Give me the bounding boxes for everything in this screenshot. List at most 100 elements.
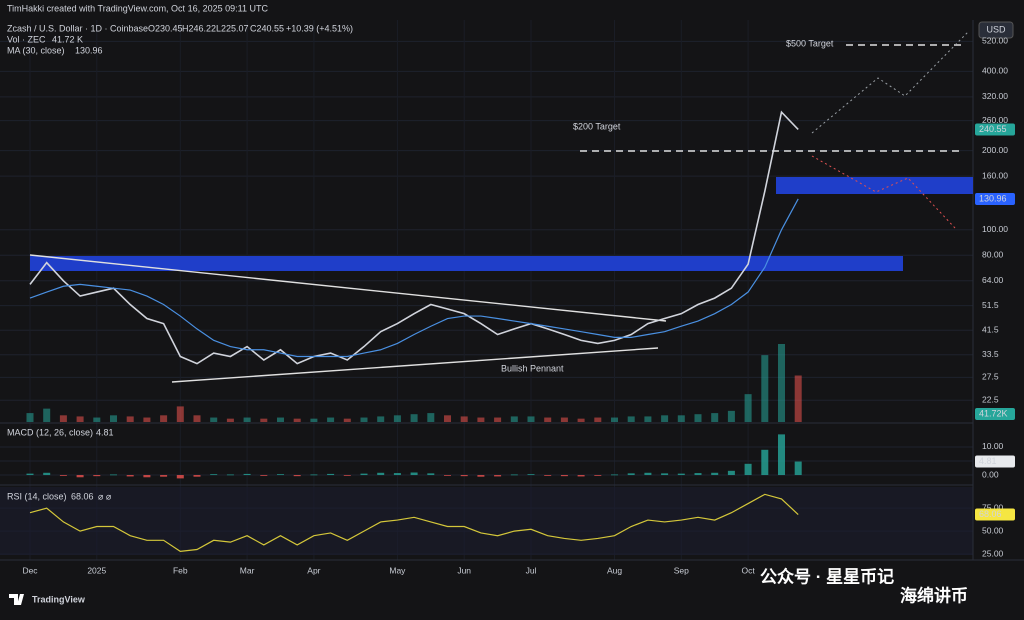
y-tick-label: 33.5 — [982, 349, 999, 359]
macd-bar — [59, 475, 67, 476]
pennant-upper — [29, 254, 667, 322]
volume-bar — [744, 394, 752, 422]
macd-bar — [210, 474, 218, 476]
volume-bar — [126, 416, 134, 422]
volume-bar — [627, 416, 635, 422]
volume-bar — [360, 417, 368, 422]
macd-bar — [360, 473, 368, 476]
pennant-lower — [171, 347, 659, 383]
rsi-band — [0, 487, 973, 555]
macd-bar — [527, 474, 535, 476]
macd-bar — [577, 475, 585, 477]
volume-bar — [110, 415, 117, 422]
y-tick-label: 100.00 — [982, 224, 1008, 234]
currency-label[interactable]: USD — [986, 24, 1006, 34]
price-badge — [975, 455, 1015, 468]
price-badge — [975, 508, 1015, 521]
logo-icon — [9, 594, 24, 605]
volume-bar — [176, 406, 184, 422]
macd-bar — [677, 473, 685, 476]
credit: TimHakki created with TradingView.com, O… — [7, 3, 268, 13]
legend-ma-value: 130.96 — [75, 45, 103, 55]
macd-bar — [343, 475, 351, 476]
x-tick-label: Jun — [457, 565, 471, 575]
macd-bar — [277, 474, 284, 476]
macd-bar — [160, 475, 168, 477]
currency-button[interactable] — [978, 21, 1014, 39]
legend-volume: Vol · ZEC — [7, 34, 46, 44]
macd-bar — [460, 475, 468, 477]
macd-bar — [494, 475, 502, 477]
volume-bar — [711, 413, 719, 422]
volume-bar — [560, 417, 568, 422]
annotation: Bullish Pennant — [501, 363, 564, 373]
legend-open: O230.45 — [148, 23, 183, 33]
marks — [26, 110, 802, 552]
volume-bar — [510, 416, 518, 422]
macd-bar — [310, 474, 318, 476]
volume-bar — [494, 417, 502, 422]
volume-bar — [226, 418, 234, 422]
x-tick-label: Feb — [173, 565, 188, 575]
y-tick-label: 10.00 — [982, 441, 1004, 451]
macd-bar — [377, 472, 385, 476]
y-tick-label: 80.00 — [982, 250, 1004, 260]
macd-bar — [444, 475, 451, 476]
macd-bar — [243, 473, 251, 476]
series-line — [29, 198, 799, 358]
watermark: 公众号 · 星星币记 — [760, 566, 894, 586]
resistance-zone — [776, 177, 973, 194]
volume-bar — [260, 418, 268, 422]
macd-bar — [627, 473, 635, 476]
macd-bar — [393, 473, 401, 476]
macd-bar — [711, 472, 719, 476]
macd-bar — [126, 475, 134, 477]
macd-bar — [43, 472, 51, 476]
y-tick-label: 320.00 — [982, 91, 1008, 101]
volume-bar — [577, 418, 585, 422]
macd-bar — [761, 449, 769, 476]
volume-bar — [293, 418, 301, 422]
macd-bar — [594, 475, 602, 476]
annotation: $200 Target — [573, 121, 621, 131]
macd-bar — [26, 473, 34, 476]
y-tick-label: 160.00 — [982, 170, 1008, 180]
macd-bar — [727, 470, 735, 476]
macd-bar — [778, 434, 785, 476]
y-tick-label: 64.00 — [982, 275, 1004, 285]
macd-bar — [477, 475, 485, 477]
bearish-projection — [811, 155, 956, 229]
macd-bar — [544, 475, 552, 476]
y-tick-label: 520.00 — [982, 36, 1008, 46]
macd-bar — [260, 475, 268, 476]
rsi-title: RSI (14, close) — [7, 491, 67, 501]
volume-bar — [76, 416, 84, 422]
macd-bar — [293, 475, 301, 477]
macd-bar — [143, 475, 151, 478]
macd-bar — [93, 475, 101, 477]
annotation: $500 Target — [786, 38, 834, 48]
y-tick-label: 400.00 — [982, 66, 1008, 76]
x-tick-label: 2025 — [87, 565, 106, 575]
support-zone — [30, 256, 903, 271]
volume-bar — [611, 417, 618, 422]
volume-bar — [527, 416, 535, 422]
volume-bar — [727, 410, 735, 422]
macd-bar — [327, 473, 335, 476]
y-tick-label: 51.5 — [982, 300, 999, 310]
volume-bar — [644, 416, 652, 422]
macd-bar — [644, 472, 652, 476]
macd-bar — [193, 475, 201, 477]
macd-bar — [661, 473, 669, 476]
volume-bar — [193, 415, 201, 422]
series-line — [29, 110, 799, 365]
volume-bar — [210, 417, 218, 422]
volume-bar — [160, 415, 168, 422]
rsi-value: 68.06 — [71, 491, 94, 501]
grid — [0, 20, 973, 560]
price-badge-label: 4.81 — [979, 456, 997, 466]
macd-bar — [226, 474, 234, 476]
volume-bar — [327, 417, 335, 422]
y-tick-label: 200.00 — [982, 145, 1008, 155]
volume-bar — [761, 355, 769, 422]
